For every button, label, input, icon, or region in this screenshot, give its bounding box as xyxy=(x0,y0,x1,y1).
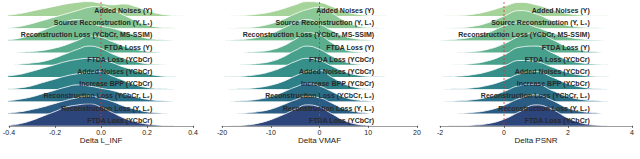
svg-text:Reconstruction Loss (YCbCr, L₂: Reconstruction Loss (YCbCr, L₂) xyxy=(481,92,590,100)
svg-text:FTDA Loss (YCbCr): FTDA Loss (YCbCr) xyxy=(309,117,374,125)
svg-text:-20: -20 xyxy=(217,129,227,136)
svg-text:Reconstruction Loss (YCbCr, MS: Reconstruction Loss (YCbCr, MS-SSIM) xyxy=(243,31,374,39)
svg-text:-0.2: -0.2 xyxy=(49,129,61,136)
svg-text:Increase BPP (YCbCr): Increase BPP (YCbCr) xyxy=(517,80,590,88)
svg-text:Added Noises (Y): Added Noises (Y) xyxy=(94,7,152,15)
svg-text:Reconstruction Loss (Y, L₂): Reconstruction Loss (Y, L₂) xyxy=(498,105,589,113)
svg-text:FTDA Loss (YCbCr): FTDA Loss (YCbCr) xyxy=(87,56,152,64)
svg-text:Delta L_INF: Delta L_INF xyxy=(80,136,123,145)
svg-text:FTDA Loss (Y): FTDA Loss (Y) xyxy=(104,44,152,52)
svg-text:FTDA Loss (YCbCr): FTDA Loss (YCbCr) xyxy=(87,117,152,125)
svg-text:0.2: 0.2 xyxy=(142,129,152,136)
svg-text:Delta VMAF: Delta VMAF xyxy=(298,136,341,145)
svg-text:Reconstruction Loss (YCbCr, L₂: Reconstruction Loss (YCbCr, L₂) xyxy=(43,92,152,100)
svg-text:0: 0 xyxy=(318,129,322,136)
svg-text:Added Noises (YCbCr): Added Noises (YCbCr) xyxy=(77,68,152,76)
svg-text:Reconstruction Loss (Y, L₂): Reconstruction Loss (Y, L₂) xyxy=(283,105,374,113)
svg-text:Delta PSNR: Delta PSNR xyxy=(514,136,557,145)
svg-text:-0.4: -0.4 xyxy=(3,129,15,136)
svg-text:10: 10 xyxy=(364,129,372,136)
svg-text:FTDA Loss (YCbCr): FTDA Loss (YCbCr) xyxy=(525,117,590,125)
svg-text:-2: -2 xyxy=(437,129,443,136)
svg-text:Source Reconstruction (Y, L₁): Source Reconstruction (Y, L₁) xyxy=(491,19,590,27)
svg-text:Added Noises (YCbCr): Added Noises (YCbCr) xyxy=(299,68,374,76)
svg-text:2: 2 xyxy=(566,129,570,136)
svg-text:Reconstruction Loss (YCbCr, MS: Reconstruction Loss (YCbCr, MS-SSIM) xyxy=(458,31,589,39)
svg-text:Added Noises (YCbCr): Added Noises (YCbCr) xyxy=(515,68,590,76)
svg-text:20: 20 xyxy=(413,129,421,136)
svg-text:Reconstruction Loss (YCbCr, MS: Reconstruction Loss (YCbCr, MS-SSIM) xyxy=(21,31,152,39)
svg-text:Reconstruction Loss (Y, L₂): Reconstruction Loss (Y, L₂) xyxy=(61,105,152,113)
svg-text:4: 4 xyxy=(630,129,634,136)
svg-text:Increase BPP (YCbCr): Increase BPP (YCbCr) xyxy=(301,80,374,88)
svg-text:0: 0 xyxy=(502,129,506,136)
svg-text:Added Noises (Y): Added Noises (Y) xyxy=(532,7,590,15)
svg-text:Added Noises (Y): Added Noises (Y) xyxy=(316,7,374,15)
svg-text:FTDA Loss (Y): FTDA Loss (Y) xyxy=(542,44,590,52)
svg-text:Increase BPP (YCbCr): Increase BPP (YCbCr) xyxy=(79,80,152,88)
svg-text:Reconstruction Loss (YCbCr, L₂: Reconstruction Loss (YCbCr, L₂) xyxy=(265,92,374,100)
svg-text:Source Reconstruction (Y, L₁): Source Reconstruction (Y, L₁) xyxy=(54,19,153,27)
svg-text:FTDA Loss (YCbCr): FTDA Loss (YCbCr) xyxy=(525,56,590,64)
svg-text:0.0: 0.0 xyxy=(96,129,106,136)
svg-text:FTDA Loss (YCbCr): FTDA Loss (YCbCr) xyxy=(309,56,374,64)
svg-text:FTDA Loss (Y): FTDA Loss (Y) xyxy=(326,44,374,52)
svg-text:-10: -10 xyxy=(266,129,276,136)
svg-text:0.4: 0.4 xyxy=(188,129,198,136)
svg-text:Source Reconstruction (Y, L₁): Source Reconstruction (Y, L₁) xyxy=(276,19,375,27)
